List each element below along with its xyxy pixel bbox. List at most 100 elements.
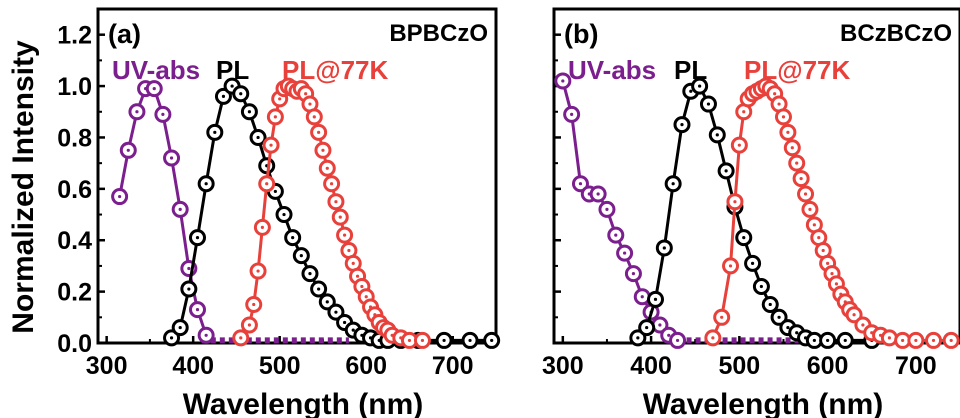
legend-label: UV-abs [112,55,200,85]
x-tick-label: 600 [807,352,849,380]
data-point-center [720,315,724,319]
x-tick-label: 400 [630,352,672,380]
panel-a: 300 400 500 600 700 0.0 0.2 0.4 0.6 0.8 1.0 1.2 Wave… [57,7,501,418]
data-point-center [195,236,200,240]
data-point-center [178,207,182,211]
data-point-center [442,338,446,343]
data-point-center [671,182,675,186]
legend-label: PL@77K [744,55,850,85]
data-point-center [733,200,737,204]
data-point-center [256,135,260,140]
data-point-center [252,302,256,307]
data-point-center [645,325,649,330]
data-point-center [230,84,234,88]
data-point-center [812,338,816,343]
data-point-center [330,182,334,186]
data-point-center [169,156,174,160]
plot-frame [96,7,498,345]
data-point-center [759,284,764,289]
data-point-center [221,94,226,98]
panel-label: (a) [108,19,141,49]
x-axis-label: Wavelength (nm) [183,388,424,418]
data-point-center [680,123,684,127]
data-point-center [570,112,574,116]
data-point-center [737,143,741,147]
x-tick-label: 600 [345,352,387,380]
data-point-center [742,236,746,240]
y-tick-label: 0.2 [57,279,92,307]
data-point-center [247,110,252,114]
data-point-center [256,269,260,273]
panel-label: (b) [564,19,598,49]
data-point-center [291,236,295,240]
data-point-center [711,336,715,340]
data-point-center [325,166,329,170]
legend-label: PL@77K [282,55,388,85]
x-tick-label: 400 [172,352,214,380]
data-point-center [269,143,273,147]
x-tick-label: 300 [86,352,128,380]
data-point-center [213,130,217,134]
data-point-center [351,328,355,332]
data-point-center [308,102,312,106]
y-tick-label: 0.4 [57,227,92,255]
x-tick-label: 500 [718,352,760,380]
data-point-center [742,110,746,114]
data-point-center [821,248,825,253]
series-line [636,83,872,342]
data-point-center [750,261,755,265]
data-point-center [724,169,728,173]
data-point-center [949,338,953,343]
data-point-center [334,310,338,314]
data-point-center [640,295,644,299]
data-point-center [325,300,329,304]
plot-frame [552,7,960,345]
compound-name: BPBCzO [389,20,488,47]
data-point-center [152,87,156,91]
x-tick-label: 700 [432,352,474,380]
data-point-center [689,89,693,93]
data-point-center [334,200,338,204]
data-point-center [728,264,733,268]
data-point-center [795,161,799,165]
y-tick-label: 1.2 [57,22,92,50]
series-pl [163,77,501,349]
data-point-center [420,338,425,343]
data-point-center [636,336,640,340]
data-point-center [817,236,821,240]
legend-label: PL [674,55,707,85]
data-point-center [468,338,472,343]
y-axis-label: Normalized Intensity [7,40,40,334]
data-point-center [843,338,847,343]
data-point-center [187,266,191,271]
data-point-center [321,148,325,152]
y-tick-label: 0.6 [57,176,92,204]
data-point-center [623,251,627,255]
data-point-center [304,92,308,96]
data-point-center [834,282,839,286]
data-point-center [631,272,636,276]
x-axis-label: Wavelength (nm) [643,388,884,418]
data-point-center [204,182,208,186]
data-point-center [808,207,812,211]
data-point-center [715,133,719,137]
data-point-center [299,254,303,258]
data-point-center [355,274,360,278]
data-point-center [260,225,264,229]
data-point-center [830,272,834,276]
data-point-center [239,336,243,340]
data-point-center [887,336,891,340]
series-uv-abs [554,72,828,349]
compound-name: BCzBCzO [840,20,952,47]
x-tick-label: 500 [259,352,301,380]
data-point-center [812,223,816,227]
data-point-center [901,338,905,343]
data-point-center [135,110,139,114]
data-point-center [826,261,830,265]
data-point-center [407,338,412,343]
data-point-center [247,323,252,327]
data-point-center [347,248,351,253]
data-point-center [342,233,347,237]
x-tick-label: 300 [542,352,584,380]
